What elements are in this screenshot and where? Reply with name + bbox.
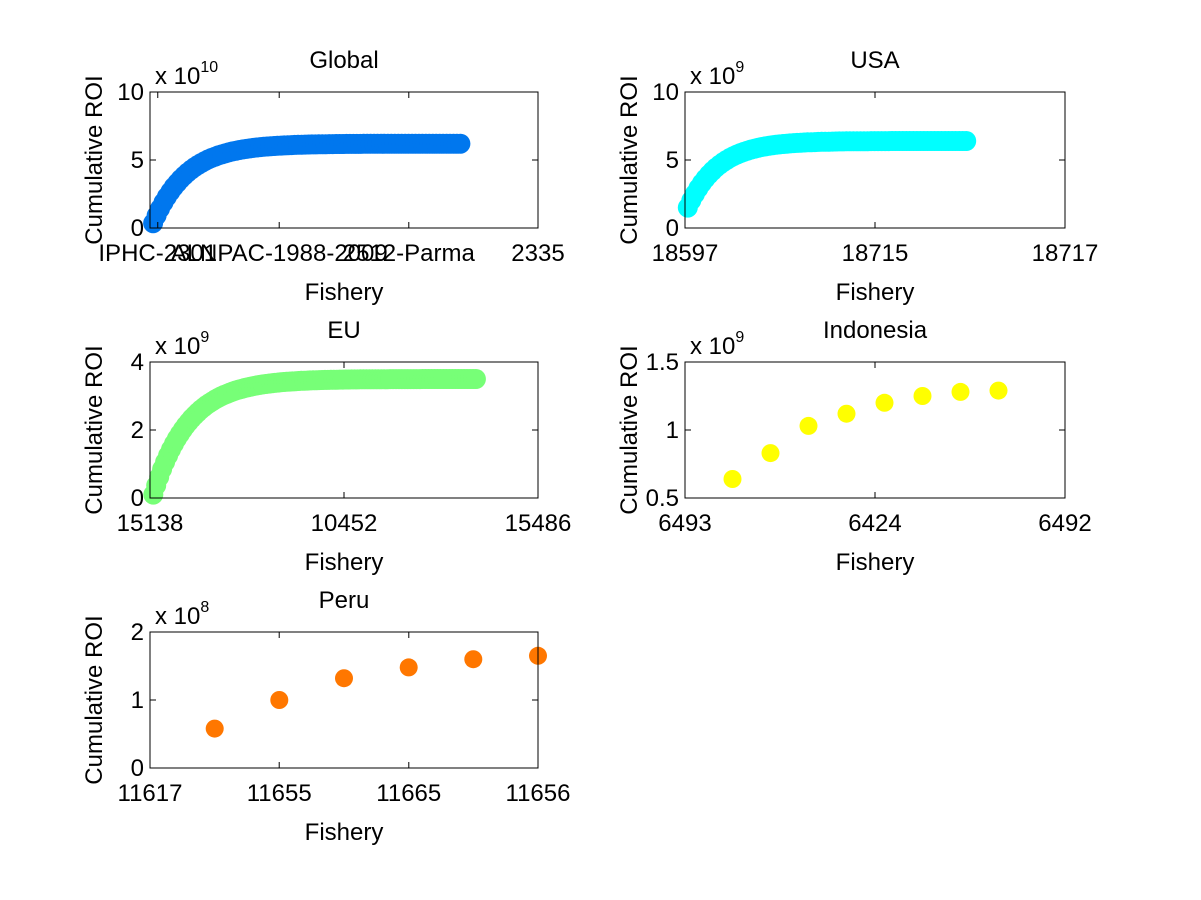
x-tick-label: 2512-Parma [343,240,476,267]
x-tick-label: 11655 [247,780,312,807]
markers-eu [143,369,486,505]
y-tick-label: 10 [117,79,144,106]
x-axis-label: Fishery [305,819,384,846]
x-tick-label: 15486 [505,510,572,537]
subplot-title: Peru [319,587,370,614]
x-tick-label: 6424 [848,510,901,537]
x-axis-label: Fishery [305,549,384,576]
y-tick-label: 5 [666,147,679,174]
data-point [450,133,471,154]
x-axis-label: Fishery [305,279,384,306]
y-tick-label: 1.5 [646,349,679,376]
y-exponent-label: x 109 [690,59,744,90]
y-exponent-label: x 109 [155,329,209,360]
y-axis-label: Cumulative ROI [81,75,108,244]
data-point [799,416,818,435]
x-tick-label: 15138 [117,510,184,537]
axes-frame [684,361,1066,499]
y-tick-label: 0 [131,215,144,242]
data-point [875,393,894,412]
x-tick-label: 10452 [311,510,378,537]
axes-frame [149,631,539,769]
x-tick-label: 6493 [658,510,711,537]
data-point [723,470,742,488]
markers-peru [205,646,547,738]
y-axis-label: Cumulative ROI [81,345,108,514]
x-tick-label: 18597 [652,240,719,267]
data-point [761,444,780,463]
y-tick-label: 2 [131,417,144,444]
y-tick-label: 2 [131,619,144,646]
y-tick-label: 0 [666,215,679,242]
data-point [464,650,483,669]
x-tick-label: IPHC-2301 [98,240,217,267]
y-tick-label: 0 [131,755,144,782]
y-axis-label: Cumulative ROI [616,345,643,514]
data-point [951,382,970,401]
subplot-title: Indonesia [823,317,928,344]
data-point [989,381,1008,400]
subplot-eu: 0 2 4 15138 10452 15486 EU x 109 Fishery Cumulati… [81,317,571,576]
y-tick-label: 0.5 [646,485,679,512]
y-tick-label: 4 [131,349,144,376]
subplot-title: Global [309,47,378,74]
data-point [205,719,224,738]
y-axis-label: Cumulative ROI [616,75,643,244]
x-tick-label: 6492 [1038,510,1091,537]
x-tick-label: 11665 [376,780,441,807]
y-tick-label: 5 [131,147,144,174]
markers-global [143,133,471,234]
data-point [837,404,856,423]
data-point [399,658,418,677]
x-tick-label: 2335 [511,240,564,267]
y-exponent-label: x 1010 [155,59,218,90]
data-point [913,387,932,405]
data-point [335,669,353,688]
x-tick-label: 18717 [1032,240,1099,267]
markers-usa [677,131,977,218]
y-tick-label: 1 [131,687,144,714]
data-point [465,369,486,389]
y-tick-label: 10 [652,79,679,106]
subplot-indonesia: 0.5 1 1.5 6493 6424 6492 Indonesia x 109 Fishery… [616,317,1092,576]
subplot-usa: 0 5 10 18597 18715 18717 USA x 109 Fishery Cumula… [616,47,1098,306]
subplot-peru: 0 1 2 11617 11655 11665 11656 Peru x 108 Fishery C… [81,587,570,846]
y-tick-label: 1 [666,417,679,444]
subplot-title: EU [327,317,360,344]
x-tick-label: 11617 [118,780,183,807]
y-axis-label: Cumulative ROI [81,615,108,784]
x-tick-label: 11656 [506,780,571,807]
x-axis-label: Fishery [836,279,915,306]
markers-indonesia [723,381,1008,488]
y-tick-label: 0 [131,485,144,512]
data-point [956,131,977,151]
subplot-title: USA [850,47,899,74]
x-axis-label: Fishery [836,549,915,576]
data-point [270,691,289,709]
x-tick-label: 18715 [842,240,909,267]
x-tick-label: ALNPAC-1988-2009 [171,240,388,267]
y-exponent-label: x 109 [690,329,744,360]
y-exponent-label: x 108 [155,599,209,630]
